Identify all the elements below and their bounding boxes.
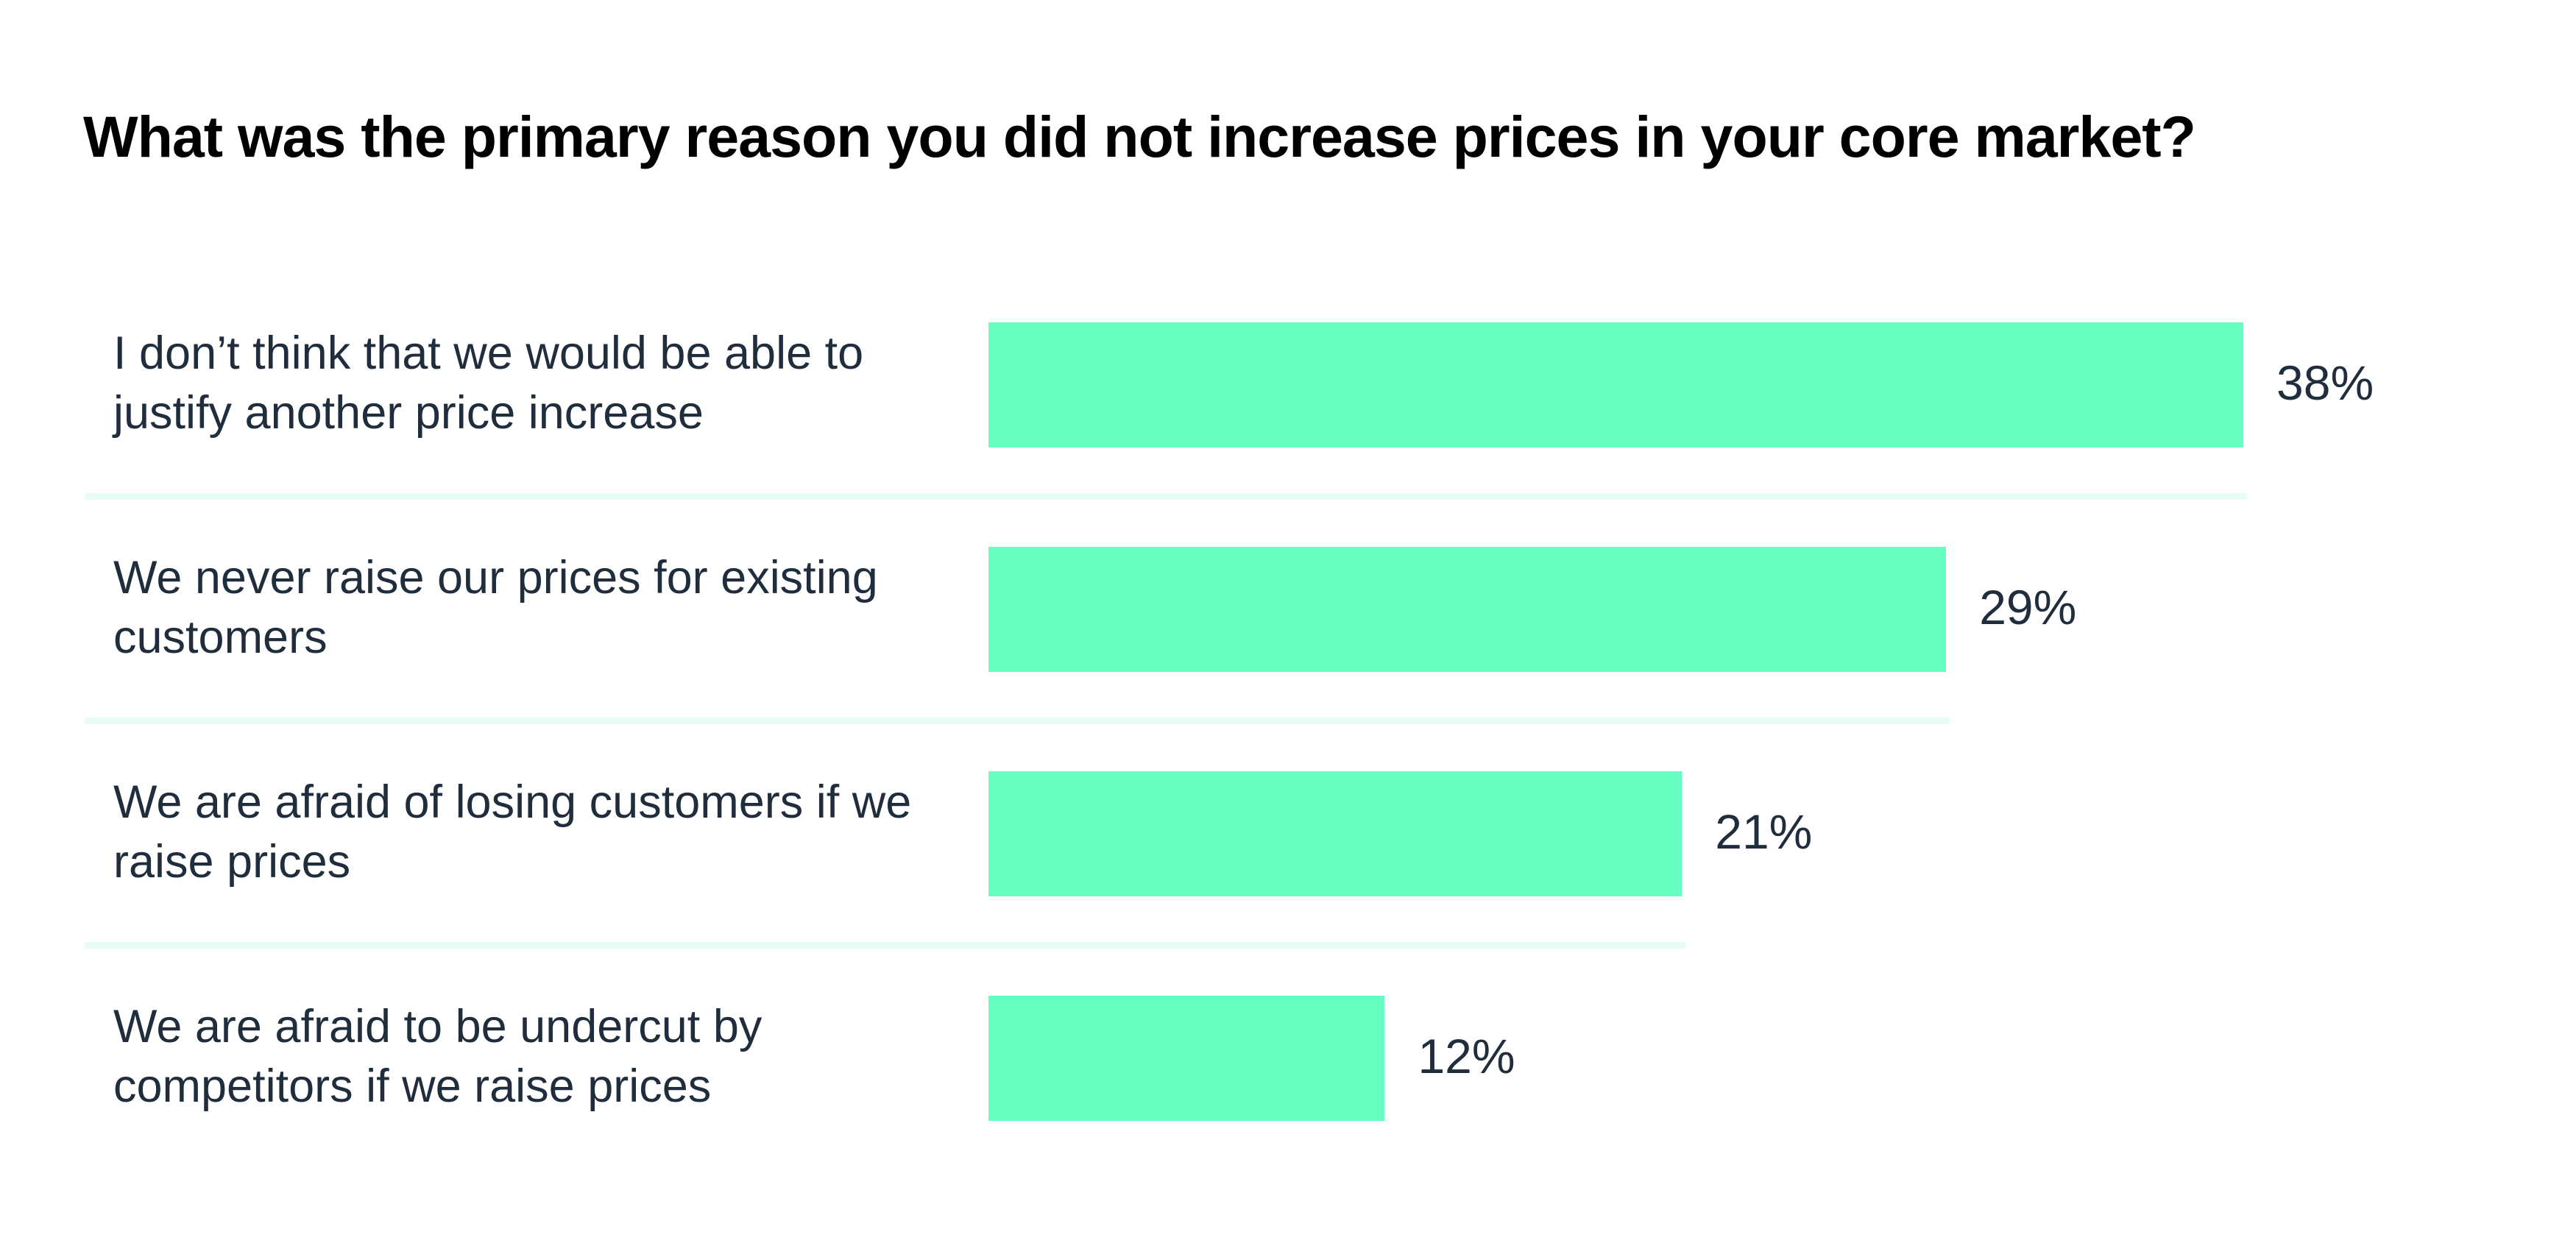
category-label: We never raise our prices for existing c…: [113, 552, 878, 663]
value-label: 38%: [2276, 355, 2374, 410]
bar: [988, 996, 1385, 1121]
category-label: I don’t think that we would be able to j…: [113, 327, 864, 439]
value-label: 12%: [1418, 1029, 1515, 1083]
bar: [988, 547, 1947, 672]
value-label: 29%: [1979, 580, 2077, 634]
chart-title: What was the primary reason you did not …: [83, 104, 2196, 169]
category-label: We are afraid to be undercut by competit…: [113, 1001, 762, 1112]
row-separator: [85, 718, 1950, 724]
value-label: 21%: [1715, 804, 1813, 859]
bar: [988, 322, 2244, 447]
category-label: We are afraid of losing customers if we …: [113, 776, 912, 888]
bar: [988, 771, 1682, 896]
row-separator: [85, 493, 2248, 500]
row-separator: [85, 942, 1686, 949]
